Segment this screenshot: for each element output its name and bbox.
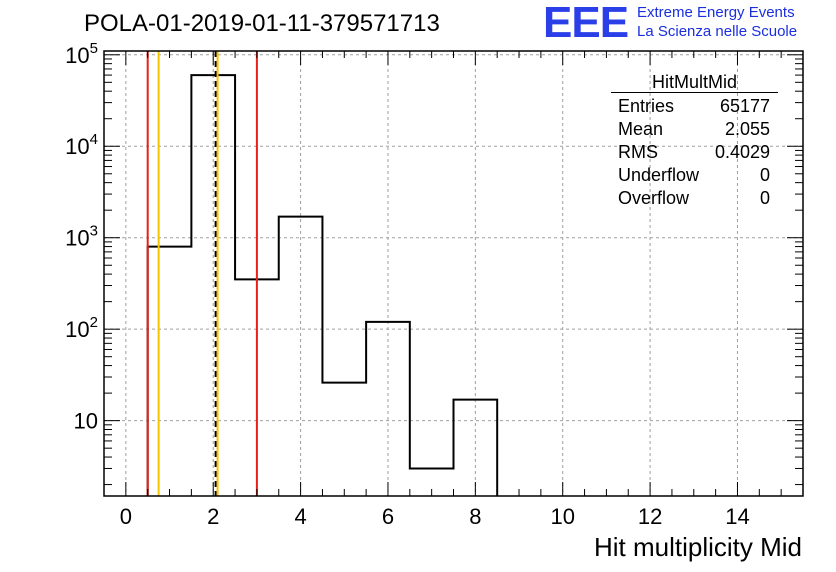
stats-row: Underflow 0 (611, 164, 778, 187)
x-tick-label: 0 (120, 504, 132, 529)
stats-label: Entries (618, 96, 675, 116)
stats-box: HitMultMid Entries 65177 Mean 2.055 RMS 0.4… (611, 72, 778, 210)
x-tick-label: 6 (382, 504, 394, 529)
y-tick-label: 10 (74, 409, 98, 434)
stats-row: Mean 2.055 (611, 118, 778, 141)
x-tick-label: 4 (294, 504, 306, 529)
y-tick-label: 102 (65, 314, 98, 342)
logo-line-1: Extreme Energy Events (637, 4, 795, 21)
stats-value: 0 (759, 165, 770, 185)
x-tick-label: 12 (638, 504, 662, 529)
stats-row: Entries 65177 (611, 95, 778, 118)
stats-label: Overflow (618, 188, 690, 208)
stats-row: Overflow 0 (611, 187, 778, 210)
histogram-bin (279, 217, 323, 496)
stats-title: HitMultMid (611, 72, 778, 93)
histogram-bin (322, 383, 366, 496)
logo-line-2: La Scienza nelle Scuole (637, 23, 798, 40)
x-tick-label: 10 (550, 504, 574, 529)
histogram-outline (146, 74, 499, 496)
logo-caption: Extreme Energy Events La Scienza nelle S… (637, 3, 797, 41)
stats-label: Mean (618, 119, 664, 139)
stats-value: 2.055 (724, 119, 770, 139)
y-tick-label: 103 (65, 223, 98, 251)
stats-value: 0 (759, 188, 770, 208)
stats-row: RMS 0.4029 (611, 141, 778, 164)
stats-label: Underflow (618, 165, 700, 185)
y-tick-label: 105 (65, 40, 98, 68)
stats-label: RMS (618, 142, 658, 162)
chart-title: POLA-01-2019-01-11-379571713 (84, 10, 440, 37)
x-axis-label: Hit multiplicity Mid (593, 532, 802, 562)
x-tick-label: 2 (207, 504, 219, 529)
x-tick-label: 14 (725, 504, 749, 529)
histogram-bin (191, 75, 235, 496)
eee-logo: EEE (543, 0, 629, 47)
stats-value: 0.4029 (714, 142, 770, 162)
histogram-bin (148, 247, 192, 496)
histogram-bin (366, 322, 410, 496)
stats-value: 65177 (719, 96, 770, 116)
x-tick-label: 8 (469, 504, 481, 529)
histogram-bin (454, 400, 498, 496)
y-tick-label: 104 (65, 131, 98, 159)
